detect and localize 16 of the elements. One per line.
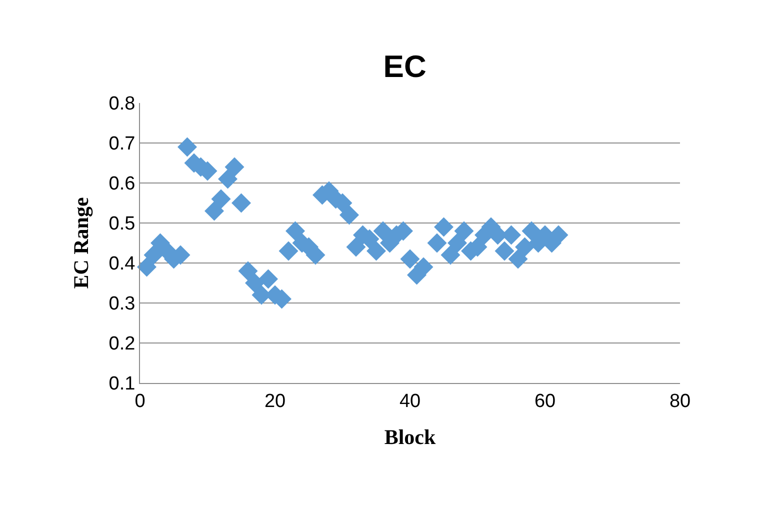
- y-tick-label: 0.6: [108, 174, 136, 195]
- y-tick-label: 0.7: [108, 134, 136, 155]
- y-tick-label: 0.8: [108, 94, 136, 115]
- y-tick-label: 0.2: [108, 334, 136, 355]
- x-tick-label: 20: [264, 390, 286, 412]
- y-tick-label: 0.5: [108, 214, 136, 235]
- x-tick-label: 0: [134, 390, 146, 412]
- x-tick-label: 80: [669, 390, 691, 412]
- y-tick-label: 0.3: [108, 294, 136, 315]
- x-tick-label: 40: [399, 390, 421, 412]
- x-axis-title: Block: [384, 425, 436, 449]
- x-tick-label: 60: [534, 390, 556, 412]
- y-tick-label: 0.4: [108, 254, 136, 275]
- y-axis-title: EC Range: [69, 197, 93, 289]
- y-tick-label: 0.1: [108, 374, 136, 395]
- chart-title: EC: [383, 48, 426, 84]
